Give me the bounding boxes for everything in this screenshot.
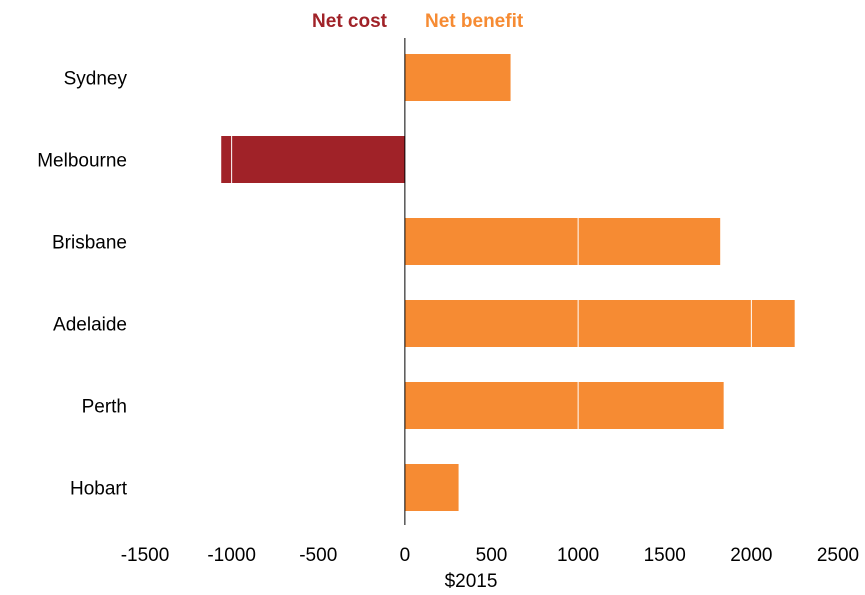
bar-sydney bbox=[404, 54, 511, 101]
x-tick-labels: -1500 -1000 -500 0 500 1000 1500 2000 2500 bbox=[121, 545, 859, 566]
x-tick-label: -500 bbox=[299, 545, 337, 566]
category-label-melbourne: Melbourne bbox=[37, 151, 127, 172]
legend-net-cost: Net cost bbox=[312, 11, 388, 32]
category-label-perth: Perth bbox=[82, 397, 127, 418]
legend-net-benefit: Net benefit bbox=[425, 11, 524, 32]
bar-hobart bbox=[404, 464, 459, 511]
bar-melbourne bbox=[221, 136, 405, 183]
x-tick-label: -1500 bbox=[121, 545, 170, 566]
x-tick-label: -1000 bbox=[207, 545, 256, 566]
legend: Net cost Net benefit bbox=[312, 11, 524, 32]
category-labels: Sydney Melbourne Brisbane Adelaide Perth Hoba… bbox=[37, 69, 127, 500]
x-tick-label: 1000 bbox=[557, 545, 599, 566]
category-label-brisbane: Brisbane bbox=[52, 233, 127, 254]
x-tick-label: 500 bbox=[476, 545, 508, 566]
bar-brisbane bbox=[404, 218, 721, 265]
x-tick-label: 1500 bbox=[644, 545, 686, 566]
bar-perth bbox=[404, 382, 724, 429]
bar-adelaide bbox=[404, 300, 795, 347]
x-tick-label: 0 bbox=[400, 545, 411, 566]
x-tick-label: 2500 bbox=[817, 545, 859, 566]
x-tick-label: 2000 bbox=[730, 545, 772, 566]
bars-group bbox=[221, 54, 795, 511]
x-axis-title: $2015 bbox=[445, 571, 498, 592]
category-label-sydney: Sydney bbox=[64, 69, 128, 90]
category-label-adelaide: Adelaide bbox=[53, 315, 127, 336]
category-label-hobart: Hobart bbox=[70, 479, 128, 500]
